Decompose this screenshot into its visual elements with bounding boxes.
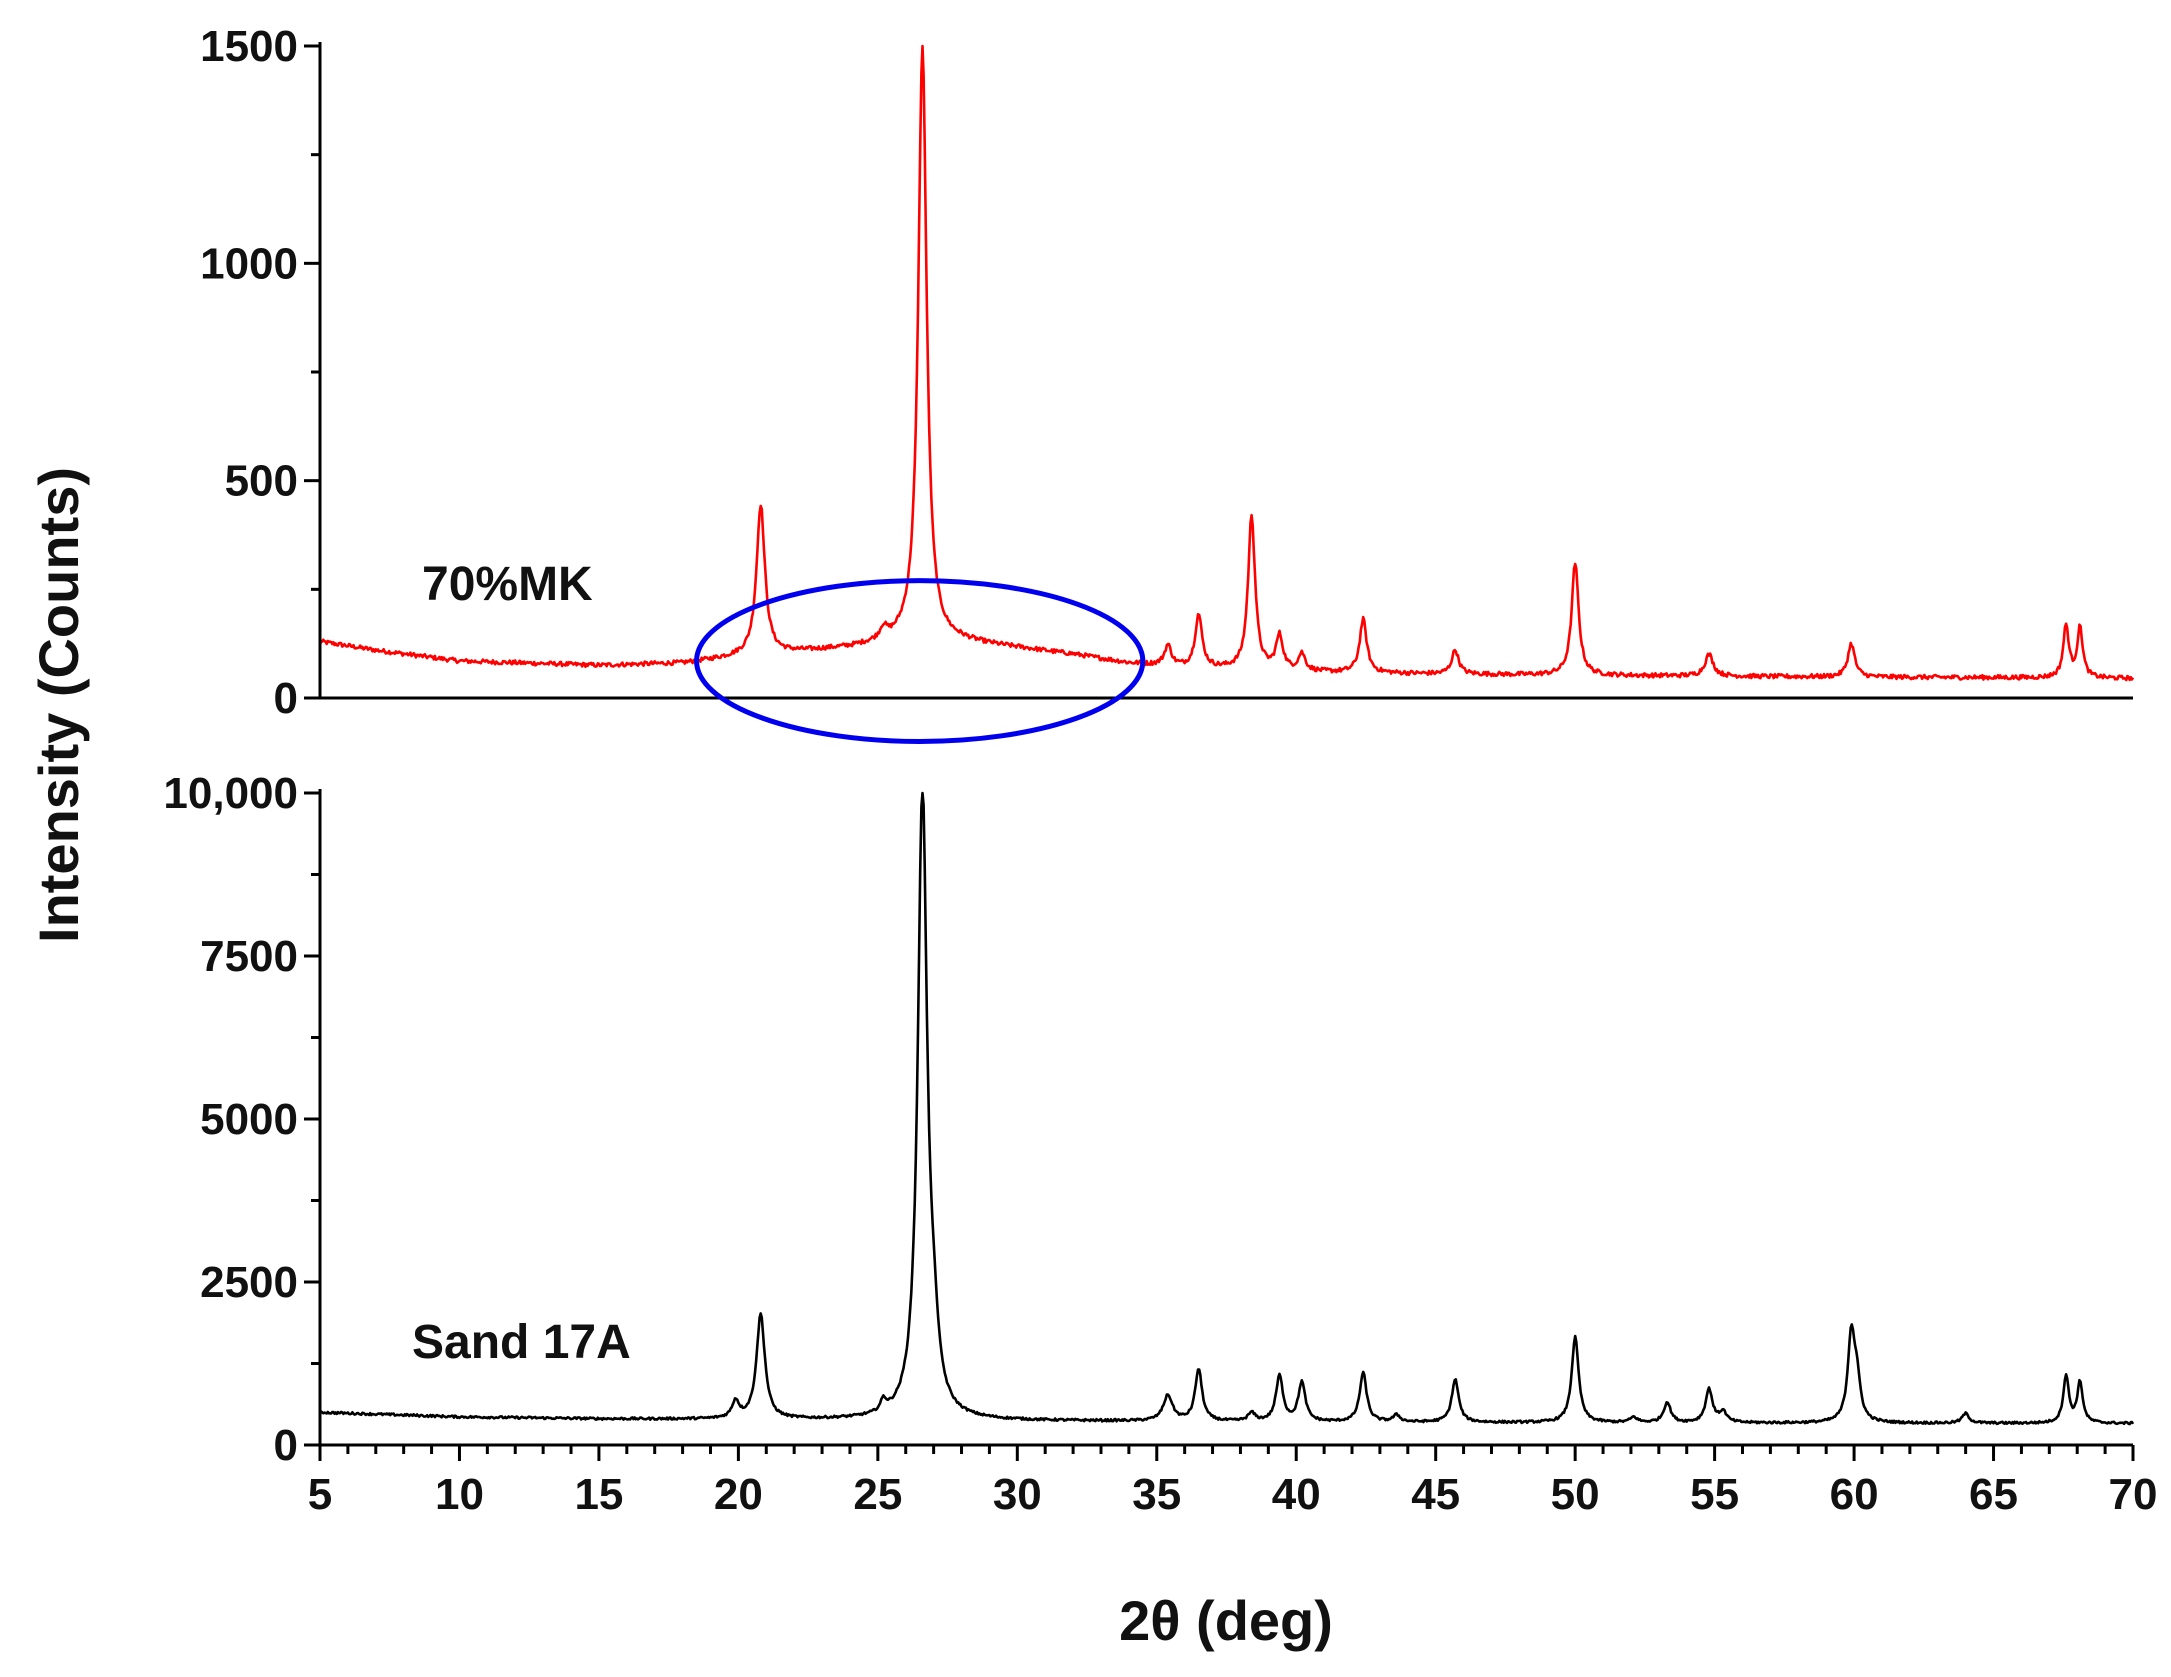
x-tick-label: 10 [435,1470,484,1519]
x-axis-title: 2θ (deg) [1119,1589,1333,1652]
x-axis: 5 10 15 20 25 30 35 40 45 50 55 60 65 70 [308,1445,2158,1519]
x-tick-label: 40 [1272,1470,1321,1519]
y-tick-label: 1000 [200,239,298,288]
top-axes: 0 500 1000 1500 [200,22,2133,723]
x-tick-label: 20 [714,1470,763,1519]
x-tick-label: 50 [1551,1470,1600,1519]
x-tick-label: 70 [2109,1470,2158,1519]
x-tick-label: 15 [574,1470,623,1519]
bottom-panel: 0 2500 5000 7500 10,000 Sand 17A [163,769,2135,1470]
y-axis-title: Intensity (Counts) [27,467,90,943]
x-tick-label: 45 [1411,1470,1460,1519]
highlight-ellipse [694,578,1146,744]
y-tick-label: 1500 [200,22,298,71]
bottom-axes: 0 2500 5000 7500 10,000 [163,769,2133,1470]
x-tick-label: 25 [853,1470,902,1519]
x-tick-label: 5 [308,1470,332,1519]
y-tick-label: 5000 [200,1095,298,1144]
y-tick-label: 7500 [200,932,298,981]
x-tick-label: 30 [993,1470,1042,1519]
series-label-sand-17a: Sand 17A [412,1316,631,1369]
y-tick-label: 2500 [200,1258,298,1307]
y-tick-label: 10,000 [163,769,298,818]
series-label-70mk: 70%MK [422,558,593,611]
series-sand-17a [319,791,2135,1426]
y-tick-label: 0 [274,674,298,723]
top-panel: 0 500 1000 1500 70%MK [200,22,2135,744]
y-tick-label: 0 [274,1421,298,1470]
x-tick-label: 35 [1132,1470,1181,1519]
x-tick-label: 55 [1690,1470,1739,1519]
amorphous-hump-annotation [694,578,1146,744]
series-line-sand-17a [319,791,2135,1426]
x-tick-label: 60 [1830,1470,1879,1519]
series-line-70mk [318,44,2135,682]
y-tick-label: 500 [225,457,298,506]
x-tick-label: 65 [1969,1470,2018,1519]
series-70mk [318,44,2135,682]
